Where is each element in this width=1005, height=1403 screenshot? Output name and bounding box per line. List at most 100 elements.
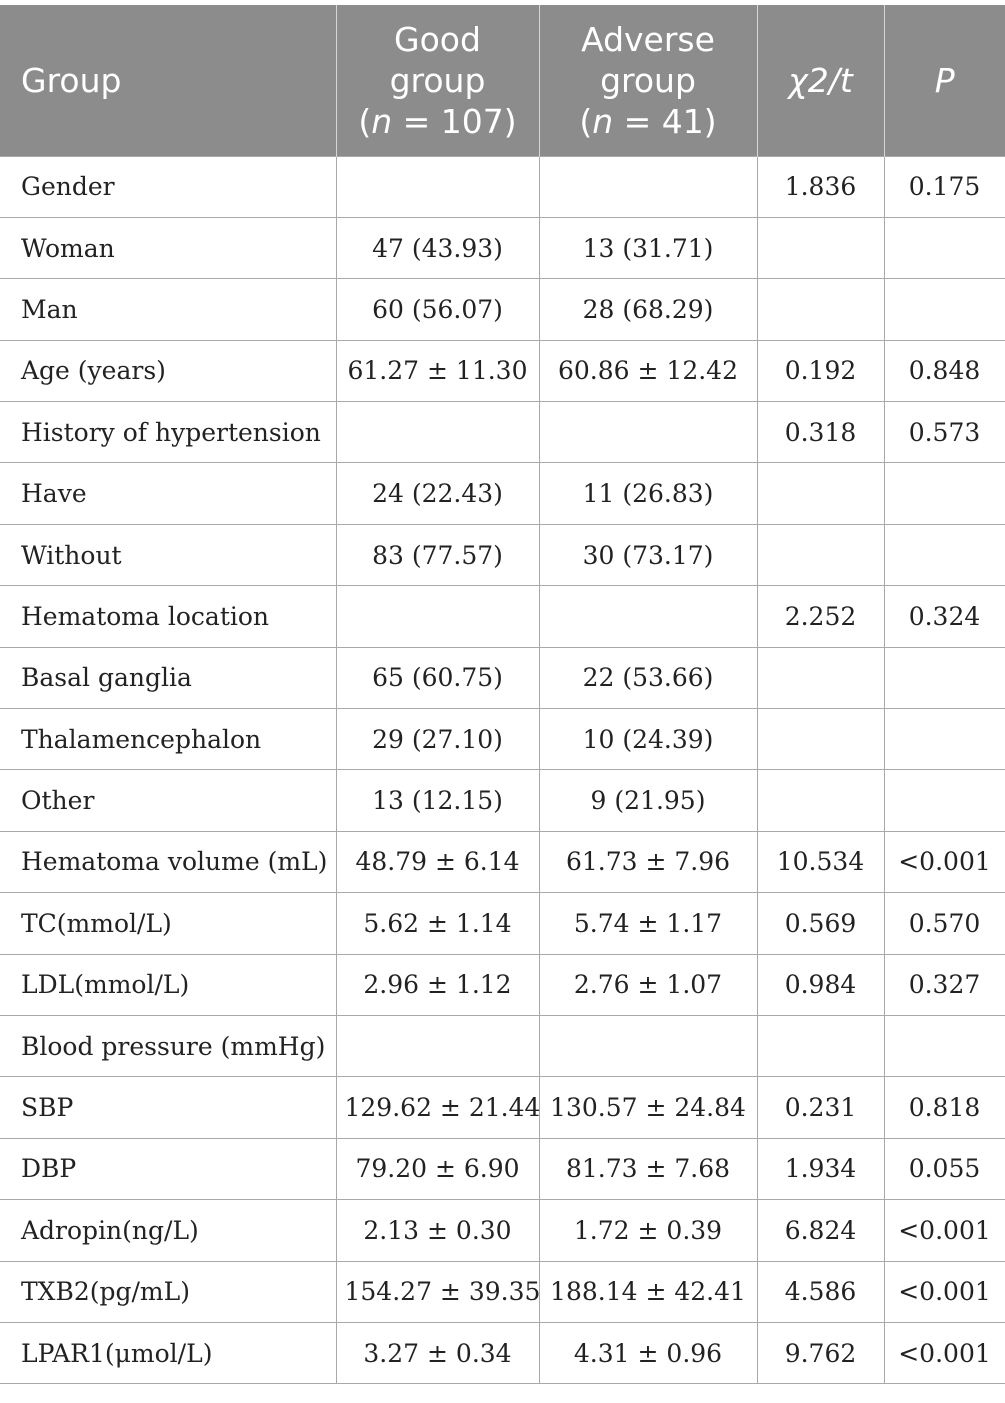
table-row: Hematoma location 2.252 0.324 [0,585,1005,648]
statistic-cell: 0.231 [756,1076,885,1139]
table-row: History of hypertension 0.318 0.573 [0,401,1005,464]
row-label-cell: Basal ganglia [0,646,337,710]
statistic-cell: 0.318 [756,401,885,464]
statistic-cell: 10.534 [756,830,885,894]
header-statistic: χ2/t [756,5,884,156]
p-value-cell: 0.818 [883,1076,1005,1139]
good-group-cell [335,1014,540,1078]
statistic-cell [756,769,885,832]
good-group-cell: 83 (77.57) [335,523,540,587]
row-label-cell: LPAR1(μmol/L) [0,1321,337,1385]
adverse-group-cell: 81.73 ± 7.68 [538,1137,758,1201]
row-label-cell: Blood pressure (mmHg) [0,1014,337,1078]
header-adverse-n-var: n [592,101,614,141]
p-value-cell [883,769,1005,832]
statistic-cell: 2.252 [756,585,885,648]
adverse-group-cell: 10 (24.39) [538,708,758,771]
good-group-cell: 48.79 ± 6.14 [335,830,540,894]
p-value-cell: 0.175 [883,155,1005,218]
table-row: Thalamencephalon 29 (27.10) 10 (24.39) [0,708,1005,771]
good-group-cell: 2.96 ± 1.12 [335,953,540,1016]
header-statistic-label: χ2/t [788,60,853,100]
good-group-cell: 2.13 ± 0.30 [335,1199,540,1262]
row-label-cell: DBP [0,1137,337,1201]
adverse-group-cell: 28 (68.29) [538,278,758,341]
header-adverse-n-open: ( [579,101,593,141]
adverse-group-cell: 13 (31.71) [538,216,758,280]
row-label-cell: Gender [0,155,337,218]
header-good-line1: Good [394,19,481,59]
header-good-n-val: = 107) [392,101,517,141]
header-p-value: P [883,5,1005,156]
statistic-cell: 0.569 [756,892,885,955]
table-row: TC(mmol/L) 5.62 ± 1.14 5.74 ± 1.17 0.569 0.5… [0,892,1005,955]
statistic-cell [756,462,885,525]
adverse-group-cell: 61.73 ± 7.96 [538,830,758,894]
row-label-cell: Man [0,278,337,341]
p-value-cell [883,646,1005,710]
p-value-cell: <0.001 [883,1260,1005,1323]
good-group-cell: 79.20 ± 6.90 [335,1137,540,1201]
table-body: Gender 1.836 0.175 Woman 47 (43.93) 13 (31.71… [0,155,1005,1385]
adverse-group-cell: 60.86 ± 12.42 [538,339,758,403]
statistic-cell: 1.934 [756,1137,885,1201]
adverse-group-cell: 11 (26.83) [538,462,758,525]
p-value-cell: <0.001 [883,1199,1005,1262]
statistic-cell [756,708,885,771]
p-value-cell [883,278,1005,341]
good-group-cell: 5.62 ± 1.14 [335,892,540,955]
statistic-cell: 1.836 [756,155,885,218]
p-value-cell: 0.327 [883,953,1005,1016]
table-row: Adropin(ng/L) 2.13 ± 0.30 1.72 ± 0.39 6.824… [0,1199,1005,1262]
statistic-cell: 9.762 [756,1321,885,1385]
comparison-table: Group Good group (n = 107) Adverse group… [0,5,1005,1385]
header-p-label: P [934,60,955,100]
statistic-cell [756,216,885,280]
header-good-group: Good group (n = 107) [335,5,539,156]
good-group-cell [335,155,540,218]
p-value-cell: <0.001 [883,1321,1005,1385]
header-adverse-line1: Adverse [581,19,715,59]
table-row: LDL(mmol/L) 2.96 ± 1.12 2.76 ± 1.07 0.984 0.… [0,953,1005,1016]
good-group-cell: 3.27 ± 0.34 [335,1321,540,1385]
row-label-cell: Thalamencephalon [0,708,337,771]
good-group-cell: 29 (27.10) [335,708,540,771]
p-value-cell: 0.324 [883,585,1005,648]
header-good-n-open: ( [358,101,372,141]
p-value-cell [883,462,1005,525]
header-good-n: (n = 107) [349,101,527,142]
row-label-cell: Without [0,523,337,587]
statistic-cell: 0.984 [756,953,885,1016]
adverse-group-cell [538,585,758,648]
table-row: Without 83 (77.57) 30 (73.17) [0,523,1005,587]
good-group-cell: 60 (56.07) [335,278,540,341]
p-value-cell [883,216,1005,280]
row-label-cell: Hematoma location [0,585,337,648]
good-group-cell: 65 (60.75) [335,646,540,710]
p-value-cell: 0.055 [883,1137,1005,1201]
statistic-cell: 4.586 [756,1260,885,1323]
adverse-group-cell: 30 (73.17) [538,523,758,587]
row-label-cell: Other [0,769,337,832]
row-label-cell: History of hypertension [0,401,337,464]
header-adverse-n: (n = 41) [552,101,745,142]
statistic-cell: 0.192 [756,339,885,403]
table-header: Group Good group (n = 107) Adverse group… [0,5,1005,156]
p-value-cell: <0.001 [883,830,1005,894]
table-row: Man 60 (56.07) 28 (68.29) [0,278,1005,341]
adverse-group-cell [538,401,758,464]
adverse-group-cell: 130.57 ± 24.84 [538,1076,758,1139]
adverse-group-cell: 2.76 ± 1.07 [538,953,758,1016]
good-group-cell: 13 (12.15) [335,769,540,832]
table-row: Gender 1.836 0.175 [0,155,1005,218]
table-row: Other 13 (12.15) 9 (21.95) [0,769,1005,832]
p-value-cell: 0.570 [883,892,1005,955]
row-label-cell: Adropin(ng/L) [0,1199,337,1262]
adverse-group-cell: 188.14 ± 42.41 [538,1260,758,1323]
statistic-cell [756,1014,885,1078]
row-label-cell: LDL(mmol/L) [0,953,337,1016]
good-group-cell: 61.27 ± 11.30 [335,339,540,403]
header-row: Group Good group (n = 107) Adverse group… [0,5,1005,156]
good-group-cell [335,585,540,648]
p-value-cell: 0.848 [883,339,1005,403]
